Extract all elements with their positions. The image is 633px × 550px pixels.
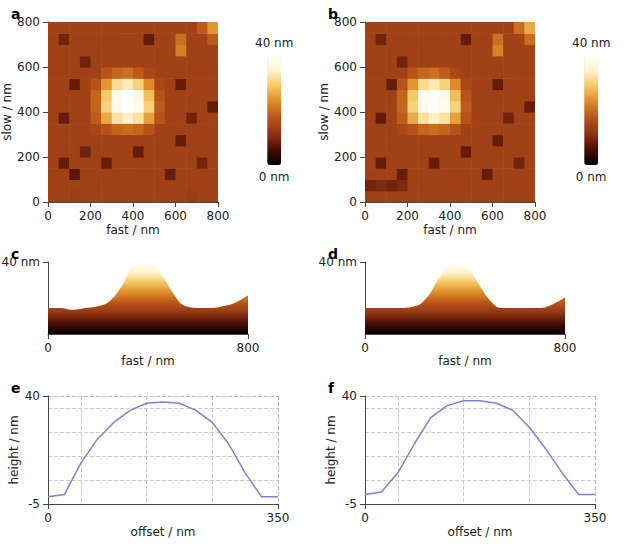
svg-text:0: 0 [361,209,369,223]
svg-text:slow / nm: slow / nm [317,83,331,141]
svg-text:fast / nm: fast / nm [438,354,492,368]
svg-text:0: 0 [44,511,52,525]
svg-text:800: 800 [334,15,357,29]
svg-text:slow / nm: slow / nm [0,83,14,141]
svg-text:fast / nm: fast / nm [121,354,175,368]
svg-text:350: 350 [267,511,290,525]
svg-text:350: 350 [584,511,607,525]
svg-text:40 nm: 40 nm [2,255,40,269]
svg-text:40 nm: 40 nm [318,255,357,269]
svg-text:e: e [11,380,21,396]
svg-text:600: 600 [334,60,357,74]
svg-text:d: d [328,246,338,262]
svg-text:fast / nm: fast / nm [106,223,160,237]
svg-text:200: 200 [17,150,40,164]
svg-text:40 nm: 40 nm [255,36,293,50]
svg-text:b: b [328,6,338,22]
svg-text:0: 0 [361,341,369,355]
svg-text:0: 0 [32,195,40,209]
svg-text:0: 0 [44,341,52,355]
svg-text:800: 800 [237,341,260,355]
svg-text:offset / nm: offset / nm [448,525,513,539]
svg-text:height / nm: height / nm [324,415,338,484]
svg-text:0: 0 [44,209,52,223]
svg-text:800: 800 [17,15,40,29]
svg-text:0: 0 [361,511,369,525]
svg-text:fast / nm: fast / nm [423,223,477,237]
svg-text:600: 600 [164,209,187,223]
svg-text:200: 200 [396,209,419,223]
svg-text:800: 800 [207,209,230,223]
svg-text:600: 600 [481,209,504,223]
svg-text:height / nm: height / nm [7,415,21,484]
svg-text:800: 800 [524,209,547,223]
svg-text:40: 40 [342,389,357,403]
svg-text:offset / nm: offset / nm [131,525,196,539]
svg-text:800: 800 [554,341,577,355]
svg-text:400: 400 [334,105,357,119]
svg-text:400: 400 [122,209,145,223]
svg-text:40: 40 [25,389,40,403]
svg-text:600: 600 [17,60,40,74]
svg-text:0 nm: 0 nm [576,170,607,184]
svg-text:a: a [11,6,20,22]
svg-text:0 nm: 0 nm [259,170,290,184]
svg-text:c: c [11,246,19,262]
svg-text:400: 400 [17,105,40,119]
svg-text:-5: -5 [345,497,357,511]
svg-text:400: 400 [439,209,462,223]
svg-text:200: 200 [334,150,357,164]
svg-text:40 nm: 40 nm [572,36,610,50]
svg-text:200: 200 [79,209,102,223]
svg-text:f: f [328,380,335,396]
svg-text:-5: -5 [28,497,40,511]
svg-text:0: 0 [349,195,357,209]
